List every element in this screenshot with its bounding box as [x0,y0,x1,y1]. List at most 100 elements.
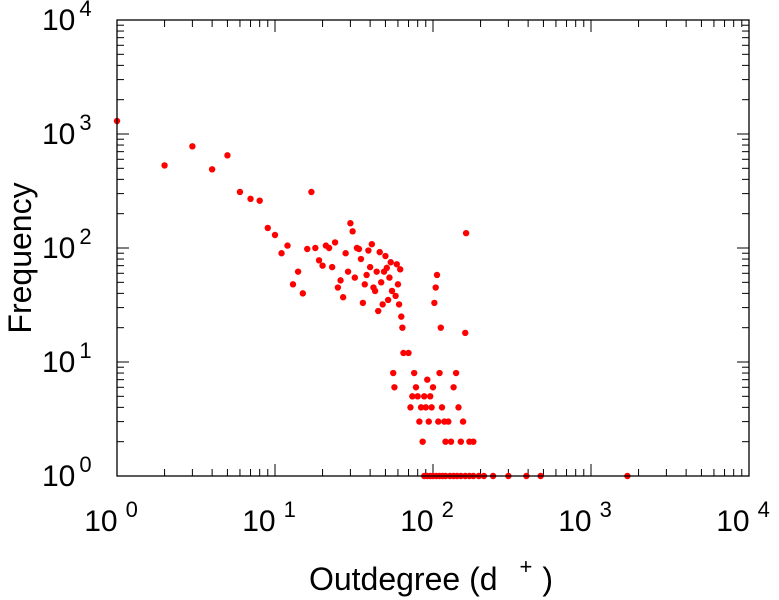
data-point [344,268,352,275]
data-point [328,263,336,271]
data-point [462,229,470,237]
data-point [409,393,416,400]
x-tick-label: 10 3 [558,497,612,538]
x-tick-label: 10 0 [84,497,138,538]
data-point [371,287,379,295]
data-point [395,301,403,308]
data-point [278,250,285,257]
data-point [308,188,315,196]
data-point [361,281,368,288]
x-tick-label: 10 4 [716,497,770,538]
data-points [113,117,631,480]
data-point [396,266,404,273]
data-point [429,384,437,391]
data-point [319,262,326,269]
data-point [294,268,302,275]
data-point [386,274,393,281]
x-tick-label-base: 10 [400,505,433,538]
data-point [349,228,356,235]
x-tick-label-base: 10 [716,505,749,538]
data-point [357,255,365,263]
data-point [325,244,333,252]
x-tick-label-exponent: 1 [284,497,296,522]
data-point [377,279,385,286]
data-point [416,418,423,425]
data-point [331,239,339,246]
data-point [304,245,311,253]
data-point [424,376,431,383]
data-point [392,292,399,300]
data-point [376,248,383,256]
data-point [400,349,407,357]
data-point [379,301,386,308]
data-point [315,257,323,264]
data-point [417,404,425,411]
y-tick-label-base: 10 [42,232,75,265]
data-point [405,349,412,357]
data-point [433,271,441,279]
data-point [410,369,418,377]
x-axis-title: Outdegree (d +) [309,554,553,597]
data-point [264,224,271,232]
data-point [383,264,390,272]
data-point [426,393,434,400]
data-point [312,244,319,252]
plot-frame [116,19,750,477]
x-tick-labels: 10 0 10 1 10 2 10 3 10 4 [84,497,770,538]
data-point [337,277,344,284]
y-tick-label: 10 2 [42,224,92,265]
data-point [438,404,446,411]
data-point [455,404,462,411]
data-point [189,143,196,150]
data-point [428,404,435,411]
data-point [435,418,442,425]
y-tick-label: 10 0 [42,452,92,493]
data-point [425,418,432,425]
data-point [437,324,444,331]
data-point [368,240,376,248]
y-tick-label: 10 1 [42,338,92,379]
data-point [161,162,168,169]
x-tick-label-base: 10 [242,505,275,538]
data-point [387,259,394,266]
data-point [414,393,421,400]
x-axis-title-main: Outdegree (d [309,561,498,597]
y-tick-label-exponent: 0 [79,452,91,477]
data-point [382,252,389,260]
data-point [436,369,443,377]
data-point [394,281,402,288]
y-tick-label-base: 10 [42,4,75,37]
data-point [355,245,363,253]
data-point [208,166,216,173]
data-point [247,195,254,203]
y-tick-label-base: 10 [42,346,75,379]
data-point [284,242,291,249]
data-point [373,268,380,275]
data-point [388,287,396,295]
y-tick-label-exponent: 2 [79,224,91,249]
y-tick-label-base: 10 [42,460,75,493]
data-point [359,299,367,307]
data-point [236,188,244,196]
y-axis-title: Frequency [2,182,38,333]
data-point [289,281,297,288]
data-point [462,329,469,337]
data-point [432,284,439,291]
data-point [447,438,455,445]
x-tick-label-exponent: 2 [442,497,454,522]
y-tick-label-base: 10 [42,118,75,151]
data-point [256,197,263,204]
data-point [347,220,354,227]
y-tick-label: 10 3 [42,110,92,151]
data-point [391,384,398,391]
x-tick-label: 10 2 [400,497,454,538]
y-tick-label-exponent: 1 [79,338,91,363]
data-point [470,438,477,445]
data-point [419,438,426,445]
data-point [431,299,438,307]
x-tick-label-exponent: 4 [758,497,770,522]
data-point [351,274,359,281]
y-tick-label-exponent: 3 [79,110,91,135]
data-point [459,418,467,425]
data-point [442,438,449,445]
